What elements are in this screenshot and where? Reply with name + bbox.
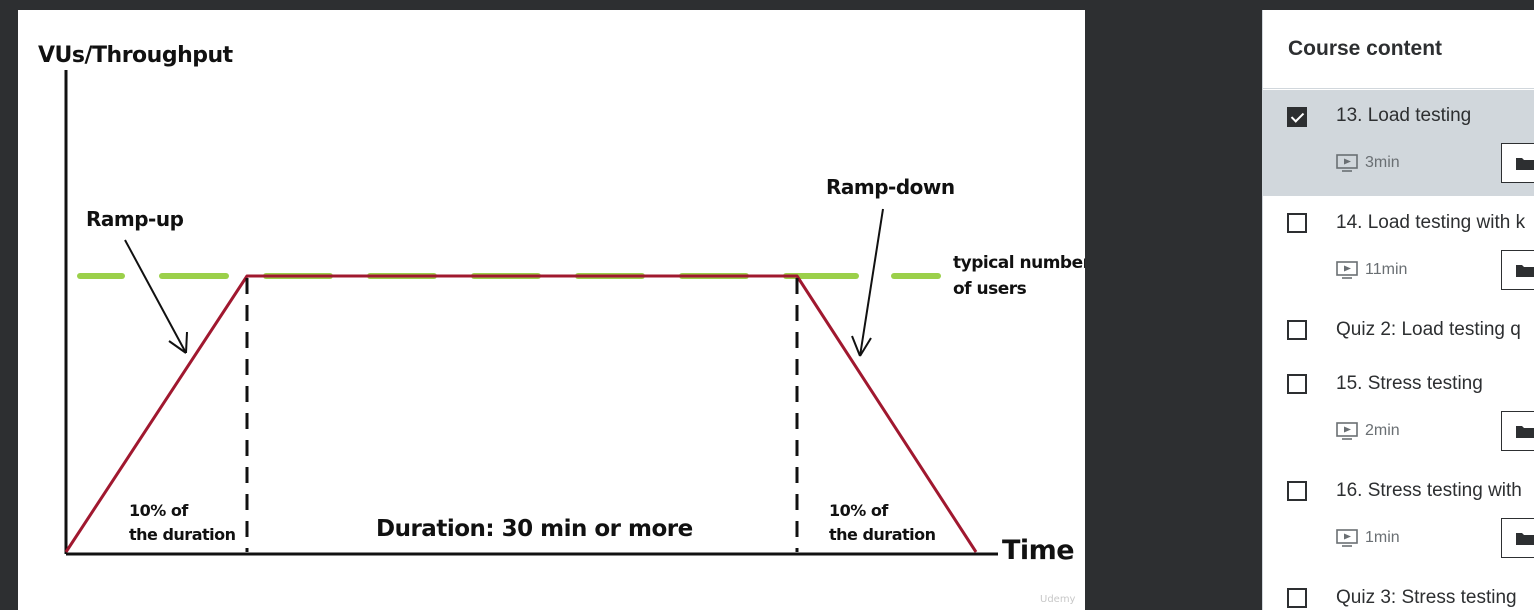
- completion-checkbox[interactable]: [1287, 374, 1307, 394]
- lecture-meta: 1min: [1336, 527, 1400, 549]
- lecture-slide[interactable]: VUs/Throughput Time Ramp-up Ramp-down ty…: [18, 10, 1085, 610]
- lecture-duration: 11min: [1365, 261, 1408, 278]
- quiz-title: Quiz 2: Load testing q: [1336, 319, 1521, 340]
- lecture-meta: 11min: [1336, 259, 1407, 281]
- lecture-item-14[interactable]: 14. Load testing with k 11min: [1263, 196, 1534, 303]
- udemy-watermark: Udemy: [1040, 594, 1076, 605]
- ramp-down-arrow: [851, 208, 884, 357]
- ramp-up-duration-line1: 10% of: [129, 501, 189, 520]
- lecture-title: 13. Load testing: [1336, 105, 1472, 126]
- completion-checkbox[interactable]: [1287, 213, 1307, 233]
- ramp-down-duration-line1: 10% of: [829, 501, 889, 520]
- resources-button[interactable]: [1501, 143, 1534, 183]
- typical-users-label-line2: of users: [953, 279, 1027, 299]
- video-icon: [1336, 529, 1358, 547]
- course-content-sidebar: Course content 13. Load testing 3min 14.…: [1262, 10, 1534, 610]
- lecture-duration: 3min: [1365, 154, 1400, 171]
- folder-icon: [1516, 158, 1534, 170]
- completion-checkbox[interactable]: [1287, 320, 1307, 340]
- resources-button[interactable]: [1501, 518, 1534, 558]
- folder-icon: [1516, 426, 1534, 438]
- resources-button[interactable]: [1501, 250, 1534, 290]
- lecture-duration: 2min: [1365, 422, 1400, 439]
- lecture-meta: 2min: [1336, 420, 1400, 442]
- completion-checkbox[interactable]: [1287, 588, 1307, 608]
- typical-users-label-line1: typical number: [953, 253, 1085, 273]
- video-icon: [1336, 422, 1358, 440]
- lecture-item-16[interactable]: 16. Stress testing with 1min: [1263, 464, 1534, 571]
- top-bar: [0, 0, 1534, 10]
- lecture-duration: 1min: [1365, 529, 1400, 546]
- ramp-up-duration-line2: the duration: [129, 525, 236, 544]
- main-duration-label: Duration: 30 min or more: [376, 516, 693, 542]
- load-profile-line: [64, 274, 978, 553]
- lecture-meta: 3min: [1336, 152, 1400, 174]
- ramp-up-arrow: [124, 239, 188, 354]
- folder-icon: [1516, 265, 1534, 277]
- sidebar-header: Course content: [1263, 10, 1534, 89]
- x-axis-label: Time: [1002, 535, 1074, 566]
- video-icon: [1336, 261, 1358, 279]
- lecture-title: 14. Load testing with k: [1336, 212, 1526, 233]
- lecture-title: 16. Stress testing with: [1336, 480, 1522, 501]
- lecture-item-13[interactable]: 13. Load testing 3min: [1263, 90, 1534, 196]
- video-icon: [1336, 154, 1358, 172]
- quiz-item-2[interactable]: Quiz 2: Load testing q: [1263, 303, 1534, 357]
- resources-button[interactable]: [1501, 411, 1534, 451]
- y-axis-label: VUs/Throughput: [38, 43, 234, 68]
- check-icon: [1290, 109, 1305, 123]
- completion-checkbox[interactable]: [1287, 107, 1307, 127]
- ramp-up-label: Ramp-up: [86, 207, 184, 231]
- lecture-item-15[interactable]: 15. Stress testing 2min: [1263, 357, 1534, 464]
- quiz-item-3[interactable]: Quiz 3: Stress testing: [1263, 571, 1534, 610]
- completion-checkbox[interactable]: [1287, 481, 1307, 501]
- folder-icon: [1516, 533, 1534, 545]
- ramp-down-duration-line2: the duration: [829, 525, 936, 544]
- ramp-down-label: Ramp-down: [826, 175, 955, 199]
- quiz-title: Quiz 3: Stress testing: [1336, 587, 1517, 608]
- lecture-title: 15. Stress testing: [1336, 373, 1483, 394]
- load-test-diagram: VUs/Throughput Time Ramp-up Ramp-down ty…: [38, 43, 1085, 605]
- sidebar-title: Course content: [1288, 37, 1443, 60]
